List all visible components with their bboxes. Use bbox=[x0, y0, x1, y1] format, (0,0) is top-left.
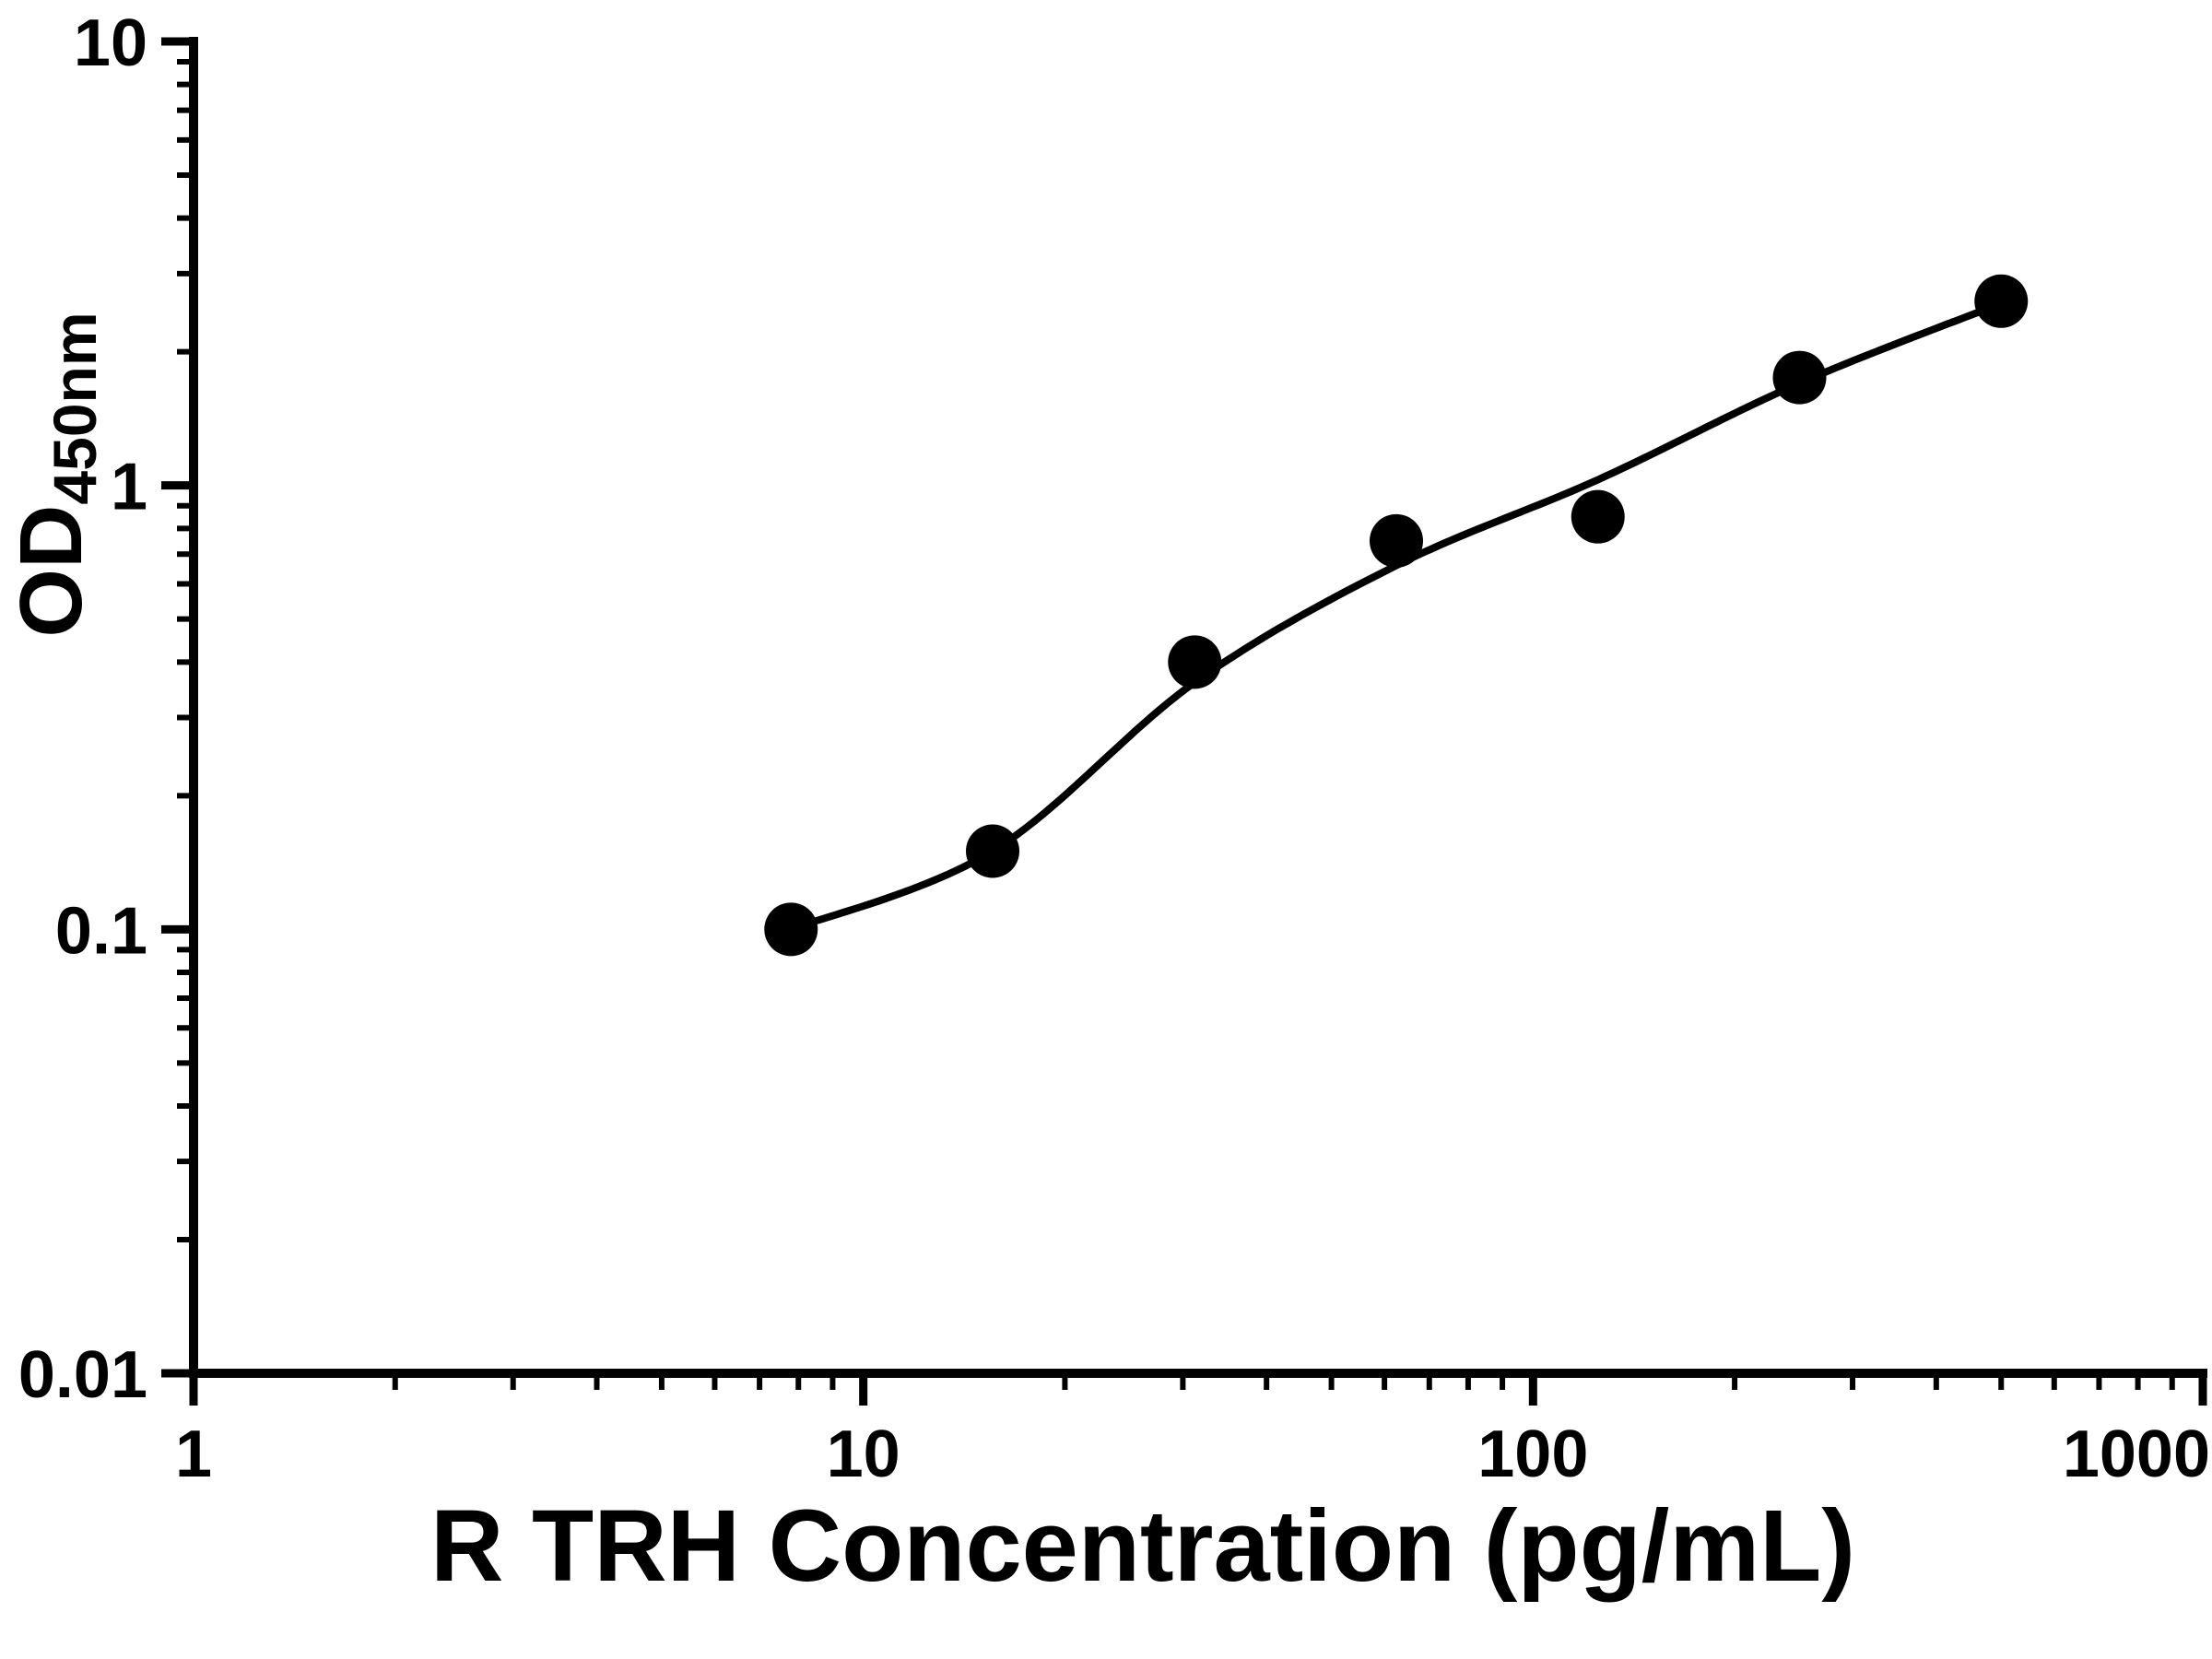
x-axis-title: R TRH Concentration (pg/mL) bbox=[430, 1489, 1855, 1603]
data-point bbox=[1370, 513, 1424, 568]
data-point bbox=[1571, 489, 1625, 544]
y-axis-title-main: OD bbox=[2, 505, 100, 638]
data-point bbox=[1772, 350, 1827, 405]
data-point bbox=[1168, 635, 1222, 689]
x-tick-label: 10 bbox=[827, 1418, 900, 1491]
y-axis-title-sub: 450nm bbox=[41, 312, 109, 504]
plot-area: 1 10 100 1000 0.01 0.1 1 10 bbox=[18, 6, 2210, 1491]
x-tick-label: 1000 bbox=[2063, 1418, 2210, 1491]
data-point bbox=[764, 902, 818, 957]
y-tick-label: 0.01 bbox=[18, 1338, 147, 1412]
x-tick-label: 1 bbox=[175, 1418, 212, 1491]
y-tick-label: 10 bbox=[74, 6, 147, 80]
y-tick-label: 0.1 bbox=[55, 894, 147, 968]
data-point bbox=[1974, 274, 2029, 328]
x-tick-label: 100 bbox=[1477, 1418, 1588, 1491]
y-axis-title: OD450nm bbox=[2, 312, 109, 637]
data-point bbox=[966, 824, 1020, 878]
y-tick-label: 1 bbox=[111, 451, 147, 524]
